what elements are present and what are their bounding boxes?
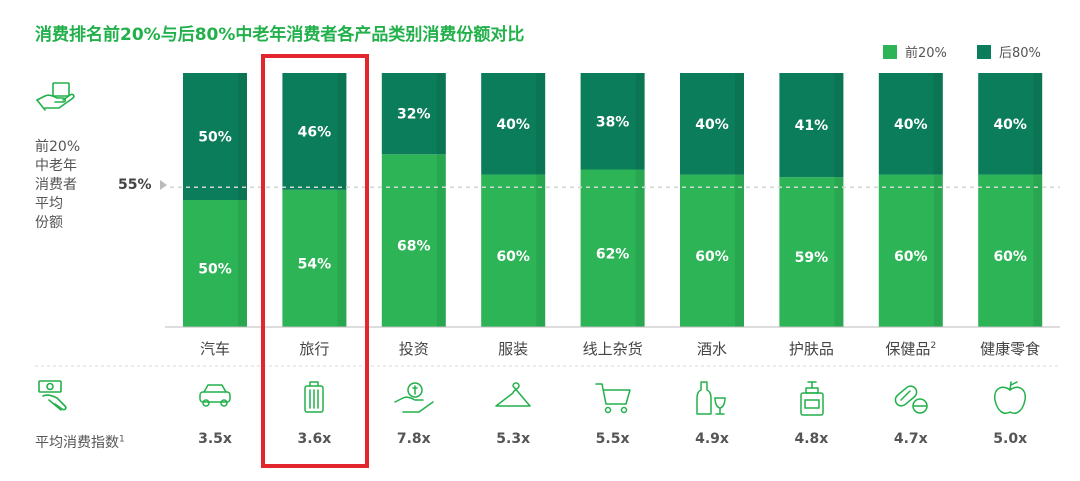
- category-label-1: 旅行: [299, 340, 330, 358]
- label-top20-2: 68%: [397, 239, 431, 255]
- money-bag-hand-icon: [394, 382, 434, 413]
- label-top20-6: 59%: [795, 250, 829, 266]
- luggage-icon: [304, 381, 325, 413]
- left-axis-label: 前20% 中老年 消费者 平均 份额: [35, 138, 115, 233]
- chart-title: 消费排名前20%与后80%中老年消费者各产品类别消费份额对比: [35, 25, 525, 45]
- avg-index-footnote: 1: [119, 434, 125, 445]
- highlight-frame-travel: [261, 54, 369, 468]
- bar-bottom80-5: [680, 73, 744, 175]
- label-bottom80-7: 40%: [894, 117, 928, 133]
- bar-bottom80-0: [183, 73, 247, 200]
- avg-index-value-8: 5.0x: [993, 431, 1028, 447]
- bar-shade-6: [834, 73, 844, 327]
- legend-item-top20: 前20%: [883, 42, 947, 61]
- bar-top20-2: [381, 154, 446, 327]
- category-label-7: 保健品2: [885, 340, 937, 358]
- bar-shade-2: [436, 73, 446, 327]
- label-top20-5: 60%: [695, 249, 729, 265]
- label-top20-3: 60%: [496, 249, 530, 265]
- bar-top20-7: [878, 174, 943, 327]
- bar-shade-3: [536, 73, 546, 327]
- bar-top20-3: [481, 174, 546, 327]
- label-bottom80-4: 38%: [596, 114, 630, 130]
- legend-item-bottom80: 后80%: [977, 42, 1041, 61]
- bar-shade-5: [735, 73, 744, 327]
- avg-index-value-3: 5.3x: [496, 431, 531, 447]
- category-label-8: 健康零食: [980, 340, 1041, 358]
- bar-bottom80-4: [580, 73, 645, 170]
- legend-label-bottom80: 后80%: [999, 46, 1041, 61]
- hand-share-icon: [36, 82, 75, 111]
- label-bottom80-2: 32%: [397, 107, 431, 123]
- bar-shade-7: [933, 73, 943, 327]
- category-label-2: 投资: [398, 340, 429, 358]
- legend-swatch-top20: [883, 44, 897, 59]
- label-bottom80-1: 46%: [298, 124, 332, 140]
- bar-bottom80-6: [779, 73, 844, 178]
- bar-top20-6: [779, 177, 844, 327]
- bar-bottom80-8: [978, 73, 1043, 175]
- bar-top20-5: [680, 174, 744, 327]
- bar-shade-8: [1033, 73, 1043, 327]
- label-bottom80-8: 40%: [993, 117, 1027, 133]
- left-label-line-1: 前20%: [35, 139, 81, 155]
- bar-top20-0: [183, 200, 247, 327]
- avg-index-label-text: 平均消费指数: [35, 435, 119, 451]
- money-hand-icon: [38, 380, 67, 411]
- bar-bottom80-2: [381, 73, 446, 155]
- shopping-cart-icon: [594, 383, 631, 414]
- avg-index-value-4: 5.5x: [595, 431, 630, 447]
- left-label-line-2: 中老年: [35, 158, 77, 174]
- hanger-icon: [495, 382, 531, 407]
- avg-index-value-7: 4.7x: [893, 431, 928, 447]
- legend-label-top20: 前20%: [905, 46, 947, 61]
- avg-index-value-1: 3.6x: [297, 431, 332, 447]
- bar-shade-4: [635, 73, 645, 327]
- label-top20-4: 62%: [596, 246, 630, 262]
- bar-bottom80-1: [282, 73, 347, 190]
- category-label-3: 服装: [498, 340, 529, 358]
- avg-index-value-2: 7.8x: [396, 431, 431, 447]
- label-bottom80-6: 41%: [795, 118, 829, 134]
- label-top20-8: 60%: [993, 249, 1027, 265]
- label-top20-1: 54%: [298, 256, 332, 272]
- lotion-bottle-icon: [800, 381, 825, 416]
- left-label-line-5: 份额: [35, 215, 63, 231]
- avg-index-value-6: 4.8x: [794, 431, 829, 447]
- avg-index-value-0: 3.5x: [198, 431, 232, 447]
- label-top20-7: 60%: [894, 249, 928, 265]
- category-label-6: 护肤品: [788, 340, 834, 358]
- bar-top20-8: [978, 174, 1043, 327]
- avg-index-value-5: 4.9x: [695, 431, 729, 447]
- bar-bottom80-7: [878, 73, 943, 175]
- bar-top20-1: [282, 189, 347, 327]
- reference-arrow-icon: [160, 180, 167, 190]
- bar-shade-1: [337, 73, 347, 327]
- left-label-line-3: 消费者: [35, 177, 77, 193]
- reference-line-label: 55%: [118, 177, 152, 193]
- category-label-5: 酒水: [696, 340, 727, 358]
- left-label-line-4: 平均: [35, 196, 63, 212]
- car-icon: [199, 384, 231, 407]
- label-bottom80-0: 50%: [198, 130, 232, 146]
- bar-top20-4: [580, 169, 645, 327]
- category-label-0: 汽车: [199, 340, 230, 358]
- bar-bottom80-3: [481, 73, 546, 175]
- legend-swatch-bottom80: [977, 44, 991, 59]
- avg-index-label: 平均消费指数1: [35, 432, 125, 452]
- pill-icon: [894, 385, 928, 414]
- category-label-4: 线上杂货: [582, 340, 643, 358]
- label-top20-0: 50%: [198, 262, 232, 278]
- bar-shade-0: [238, 73, 247, 327]
- wine-icon: [696, 381, 726, 415]
- apple-icon: [994, 381, 1027, 414]
- label-bottom80-3: 40%: [496, 117, 530, 133]
- label-bottom80-5: 40%: [695, 117, 729, 133]
- category-footnote-7: 2: [930, 341, 937, 351]
